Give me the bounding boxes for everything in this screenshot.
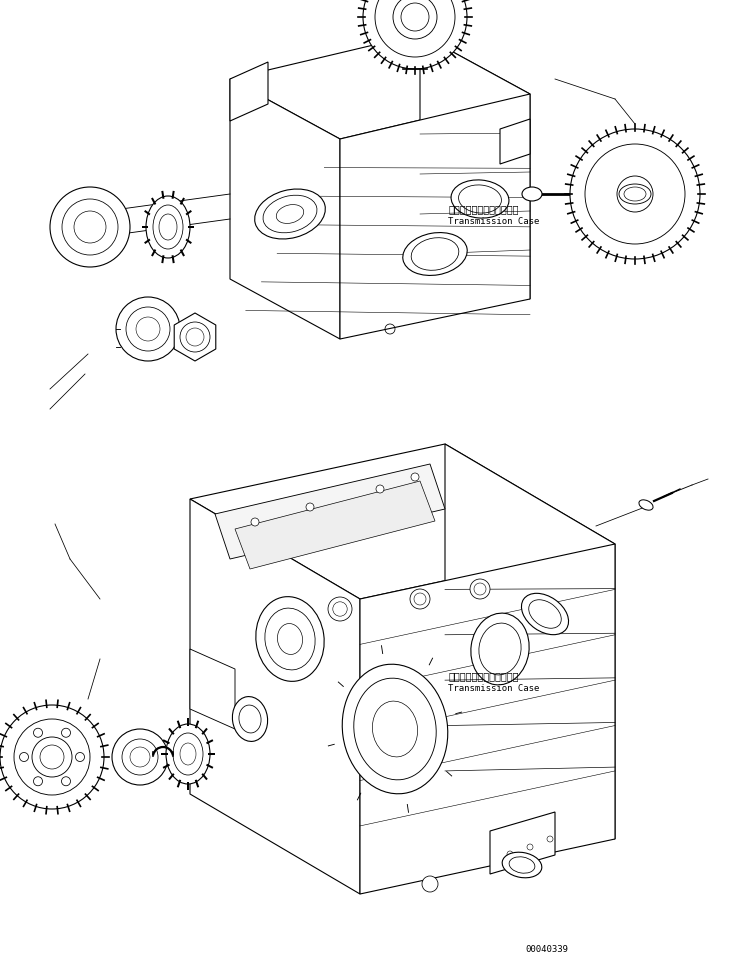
Circle shape	[116, 297, 180, 361]
Circle shape	[547, 836, 553, 842]
Polygon shape	[190, 445, 615, 600]
Circle shape	[306, 504, 314, 512]
Polygon shape	[490, 812, 555, 874]
Polygon shape	[235, 482, 435, 570]
Circle shape	[376, 485, 384, 493]
Polygon shape	[190, 649, 235, 730]
Circle shape	[470, 579, 490, 600]
Ellipse shape	[233, 697, 268, 741]
Circle shape	[363, 0, 467, 70]
Ellipse shape	[166, 724, 210, 784]
Text: Transmission Case: Transmission Case	[448, 216, 539, 226]
Ellipse shape	[639, 500, 653, 511]
Circle shape	[393, 0, 437, 40]
Polygon shape	[230, 79, 340, 340]
Text: Transmission Case: Transmission Case	[448, 683, 539, 693]
Circle shape	[411, 474, 419, 482]
Circle shape	[0, 705, 104, 809]
Circle shape	[507, 866, 513, 872]
Ellipse shape	[256, 597, 324, 681]
Ellipse shape	[403, 234, 467, 276]
Polygon shape	[445, 445, 615, 839]
Polygon shape	[215, 464, 445, 559]
Circle shape	[112, 730, 168, 785]
Circle shape	[61, 777, 71, 786]
Text: トランスミッションケース: トランスミッションケース	[448, 671, 519, 680]
Ellipse shape	[522, 188, 542, 202]
Circle shape	[328, 597, 352, 621]
Circle shape	[617, 176, 653, 213]
Polygon shape	[230, 63, 268, 122]
Text: 00040339: 00040339	[525, 944, 568, 953]
Circle shape	[527, 844, 533, 850]
Text: トランスミッションケース: トランスミッションケース	[448, 203, 519, 213]
Polygon shape	[360, 545, 615, 894]
Circle shape	[50, 188, 130, 267]
Ellipse shape	[502, 853, 542, 878]
Circle shape	[410, 589, 430, 610]
Polygon shape	[230, 35, 530, 140]
Ellipse shape	[146, 197, 190, 259]
Circle shape	[76, 753, 85, 762]
Circle shape	[527, 859, 533, 864]
Polygon shape	[340, 95, 530, 340]
Circle shape	[61, 729, 71, 737]
Circle shape	[34, 777, 42, 786]
Circle shape	[32, 737, 72, 777]
Ellipse shape	[254, 190, 325, 239]
Ellipse shape	[451, 180, 509, 219]
Circle shape	[507, 851, 513, 858]
Ellipse shape	[521, 594, 569, 635]
Circle shape	[251, 518, 259, 526]
Polygon shape	[500, 120, 530, 165]
Circle shape	[422, 876, 438, 892]
Circle shape	[34, 729, 42, 737]
Ellipse shape	[342, 665, 448, 794]
Circle shape	[20, 753, 28, 762]
Polygon shape	[174, 314, 216, 361]
Ellipse shape	[471, 613, 529, 685]
Polygon shape	[190, 499, 360, 894]
Polygon shape	[420, 35, 530, 299]
Circle shape	[570, 130, 700, 260]
